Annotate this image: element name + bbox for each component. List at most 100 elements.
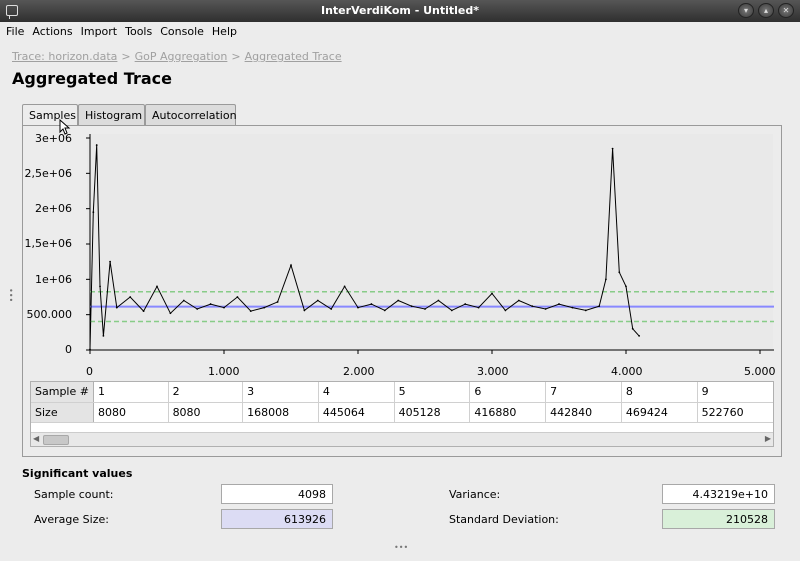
menu-tools[interactable]: Tools [125,25,153,38]
y-axis-labels: 3e+06 2,5e+06 2e+06 1,5e+06 1e+06 500.00… [8,0,72,561]
minimize-icon[interactable]: ▾ [738,3,754,18]
data-point [89,348,91,351]
table-cell[interactable]: 168008 [242,402,319,423]
breadcrumb-aggregated[interactable]: Aggregated Trace [244,50,342,63]
menu-help[interactable]: Help [211,25,237,38]
x-tick-label: 5.000 [744,365,776,378]
data-point [605,278,607,281]
data-point [330,308,333,310]
horizontal-scrollbar[interactable]: ◀ ▶ [31,432,773,446]
data-point [544,308,547,310]
table-cell[interactable]: 445064 [318,402,395,423]
breadcrumb-gop[interactable]: GoP Aggregation [134,50,228,63]
table-cell[interactable]: 2 [168,382,244,403]
table-cell[interactable]: 522760 [697,402,773,423]
y-tick-label: 3e+06 [35,132,72,145]
menu-import[interactable]: Import [80,25,118,38]
y-tick-label: 1,5e+06 [24,237,72,250]
data-point [223,306,225,309]
data-point [631,327,634,330]
menu-bar: File Actions Import Tools Console Help [0,22,800,42]
data-point [558,303,560,305]
row-header-sample[interactable]: Sample # [31,382,94,403]
std-dev-field[interactable]: 210528 [662,509,775,529]
data-point [450,309,453,312]
page-title: Aggregated Trace [12,69,172,88]
variance-label: Variance: [449,488,501,501]
window-titlebar: InterVerdiKom - Untitled* ▾ ▴ ✕ [0,0,800,22]
y-tick-label: 1e+06 [35,273,72,286]
cursor-icon [59,119,71,135]
table-cell[interactable]: 5 [394,382,471,403]
breadcrumb-separator: > [231,50,241,63]
average-size-label: Average Size: [34,513,109,526]
data-point [357,306,359,309]
data-point [236,296,239,298]
significant-values-heading: Significant values [22,467,133,480]
close-icon[interactable]: ✕ [778,3,794,18]
data-point [316,299,319,302]
data-point [638,334,641,337]
row-header-size[interactable]: Size [31,402,94,423]
data-point [95,144,98,146]
left-resize-handle[interactable]: ••• [6,288,15,303]
table-cell[interactable]: 405128 [394,402,471,423]
data-point [92,211,95,214]
table-cell[interactable]: 8080 [93,402,169,423]
x-tick-label: 4.000 [611,365,643,378]
data-point [370,303,373,305]
variance-field[interactable]: 4.43219e+10 [662,484,775,504]
samples-table[interactable]: Sample # 1 2 3 4 5 6 7 8 9 Size 8080 808… [30,381,774,447]
table-row: Sample # 1 2 3 4 5 6 7 8 9 [31,382,773,403]
data-point [249,310,252,313]
tab-autocorrelation[interactable]: Autocorrelation [145,104,237,126]
table-cell[interactable]: 4 [318,382,395,403]
scroll-right-icon[interactable]: ▶ [764,434,771,443]
data-point [383,309,386,312]
tab-samples[interactable]: Samples [22,104,78,127]
menu-file[interactable]: File [6,25,25,38]
data-point [290,264,292,267]
table-cell[interactable]: 6 [469,382,547,403]
table-cell[interactable]: 9 [697,382,773,403]
data-point [343,285,346,288]
data-point [182,299,185,302]
y-tick-label: 2,5e+06 [24,167,72,180]
app-icon[interactable] [6,5,18,19]
average-size-field[interactable]: 613926 [221,509,333,529]
data-point [424,308,426,310]
data-point [437,299,440,302]
data-point [142,310,145,313]
data-point [397,299,400,302]
data-point [410,305,413,308]
data-point [571,306,574,309]
data-point [598,305,601,308]
sample-count-label: Sample count: [34,488,114,501]
table-cell[interactable]: 8 [621,382,698,403]
bottom-resize-handle[interactable]: ••• [394,543,409,552]
menu-actions[interactable]: Actions [32,25,73,38]
data-point [303,309,306,312]
table-cell[interactable]: 7 [545,382,622,403]
scrollbar-thumb[interactable] [43,435,69,445]
table-cell[interactable]: 8080 [168,402,244,423]
table-cell[interactable]: 442840 [545,402,622,423]
y-tick-label: 0 [65,343,72,356]
table-cell[interactable]: 1 [93,382,169,403]
table-cell[interactable]: 469424 [621,402,698,423]
data-point [517,299,520,302]
maximize-icon[interactable]: ▴ [758,3,774,18]
data-point [276,301,279,303]
menu-console[interactable]: Console [160,25,204,38]
data-point [263,306,266,309]
breadcrumb-trace[interactable]: Trace: horizon.data [12,50,118,63]
data-point [102,334,105,337]
tab-histogram[interactable]: Histogram [78,104,145,126]
table-cell[interactable]: 3 [242,382,319,403]
table-cell[interactable]: 416880 [469,402,547,423]
data-point [618,271,621,274]
scroll-left-icon[interactable]: ◀ [33,434,40,443]
sample-count-field[interactable]: 4098 [221,484,333,504]
x-tick-label: 0 [86,365,93,378]
